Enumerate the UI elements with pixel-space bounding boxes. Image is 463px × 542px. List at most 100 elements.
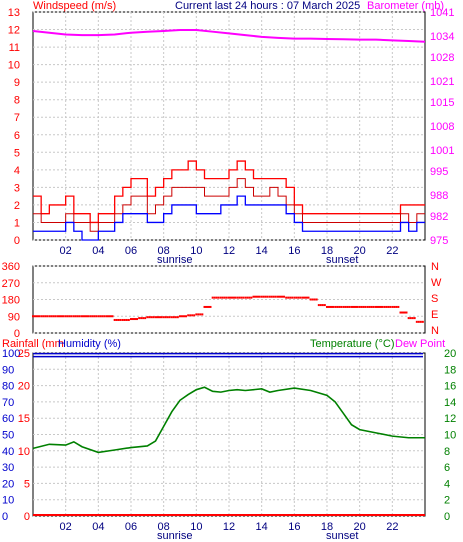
direction-point (125, 318, 128, 321)
direction-point (366, 305, 369, 308)
direction-point (389, 305, 392, 308)
wind-x-tick-label: 12 (223, 245, 235, 257)
humidity-label: Humidity (%) (58, 338, 121, 350)
direction-point (272, 295, 275, 298)
direction-point (328, 305, 330, 308)
direction-point (364, 305, 367, 308)
wind-x-tick-label: 14 (256, 245, 268, 257)
barometer-tick-label: 1015 (430, 97, 454, 109)
direction-point (344, 305, 347, 308)
direction-point (228, 296, 230, 299)
wind-x-tick-label: 02 (60, 245, 72, 257)
direction-point (89, 315, 92, 318)
direction-degree-label: 90 (8, 311, 20, 323)
direction-point (48, 315, 51, 318)
compass-w: W (431, 277, 442, 289)
direction-point (34, 315, 36, 318)
direction-point (381, 305, 383, 308)
direction-point (170, 316, 173, 319)
direction-point (291, 296, 294, 299)
direction-point (338, 305, 341, 308)
direction-point (113, 318, 116, 321)
direction-point (50, 315, 53, 318)
temp-x-tick-label: 20 (354, 521, 366, 533)
direction-point (111, 315, 114, 318)
direction-point (268, 295, 271, 298)
direction-point (421, 320, 424, 323)
barometer-tick-label: 1034 (430, 31, 454, 43)
direction-point (195, 313, 198, 316)
direction-point (225, 296, 228, 299)
direction-point (321, 304, 324, 307)
humidity-tick-label: 20 (2, 478, 14, 490)
direction-point (405, 311, 408, 314)
direction-point (58, 315, 61, 318)
humidity-tick-label: 40 (2, 446, 14, 458)
direction-point (299, 296, 302, 299)
temperature-tick-label: 2 (444, 495, 450, 507)
direction-point (144, 317, 147, 320)
direction-point (287, 296, 290, 299)
wind-x-tick-label: 20 (354, 245, 366, 257)
direction-point (101, 315, 104, 318)
direction-point (199, 313, 202, 316)
direction-point (154, 316, 157, 319)
temperature-tick-label: 0 (444, 511, 450, 523)
temperature-tick-label: 14 (444, 397, 456, 409)
direction-point (323, 304, 326, 307)
direction-point (189, 314, 192, 317)
direction-point (242, 296, 245, 299)
direction-point (142, 317, 145, 320)
direction-point (140, 317, 143, 320)
direction-point (401, 311, 404, 314)
direction-point (289, 296, 292, 299)
direction-point (283, 295, 285, 298)
direction-point (387, 305, 390, 308)
temperature-tick-label: 10 (444, 430, 456, 442)
direction-point (326, 305, 328, 308)
windspeed-tick-label: 6 (14, 130, 20, 142)
direction-point (117, 318, 120, 321)
wind-x-tick-label: 16 (288, 245, 300, 257)
direction-point (391, 305, 394, 308)
sunset-label-top: sunset (326, 254, 358, 266)
sunset-label-bottom: sunset (326, 530, 358, 542)
direction-point (134, 318, 136, 321)
wind-direction-panel: 0 90 180 270 360 N W S E N (2, 261, 442, 340)
direction-point (119, 318, 122, 321)
temperature-tick-label: 4 (444, 478, 450, 490)
direction-point (107, 315, 110, 318)
windspeed-tick-label: 2 (14, 200, 20, 212)
direction-point (32, 315, 34, 318)
humidity-tick-label: 10 (2, 495, 14, 507)
direction-point (340, 305, 343, 308)
direction-point (385, 305, 388, 308)
direction-point (185, 315, 187, 318)
direction-point (168, 316, 171, 319)
temperature-tick-label: 20 (444, 348, 456, 360)
direction-degree-ticks: 0 90 180 270 360 (2, 261, 20, 340)
direction-point (72, 315, 75, 318)
direction-degree-label: 180 (2, 295, 20, 307)
direction-point (413, 317, 416, 320)
temp-x-tick-label: 02 (60, 521, 72, 533)
direction-point (256, 295, 259, 298)
barometer-tick-label: 1001 (430, 145, 454, 157)
direction-point (250, 296, 253, 299)
direction-point (393, 305, 396, 308)
temperature-tick-label: 12 (444, 413, 456, 425)
windspeed-tick-label: 11 (9, 42, 20, 54)
direction-point (211, 296, 214, 299)
windspeed-label: Windspeed (m/s) (33, 0, 116, 12)
temp-x-axis-ticks: 02 04 06 08 10 12 14 16 18 20 22 (60, 521, 399, 533)
direction-point (54, 315, 57, 318)
direction-point (370, 305, 373, 308)
direction-point (248, 296, 251, 299)
direction-point (40, 315, 43, 318)
barometer-label: Barometer (mb) (367, 0, 444, 12)
wind-x-tick-label: 04 (92, 245, 104, 257)
direction-point (78, 315, 81, 318)
direction-point (311, 298, 314, 301)
direction-points (32, 295, 424, 323)
direction-point (64, 315, 67, 318)
